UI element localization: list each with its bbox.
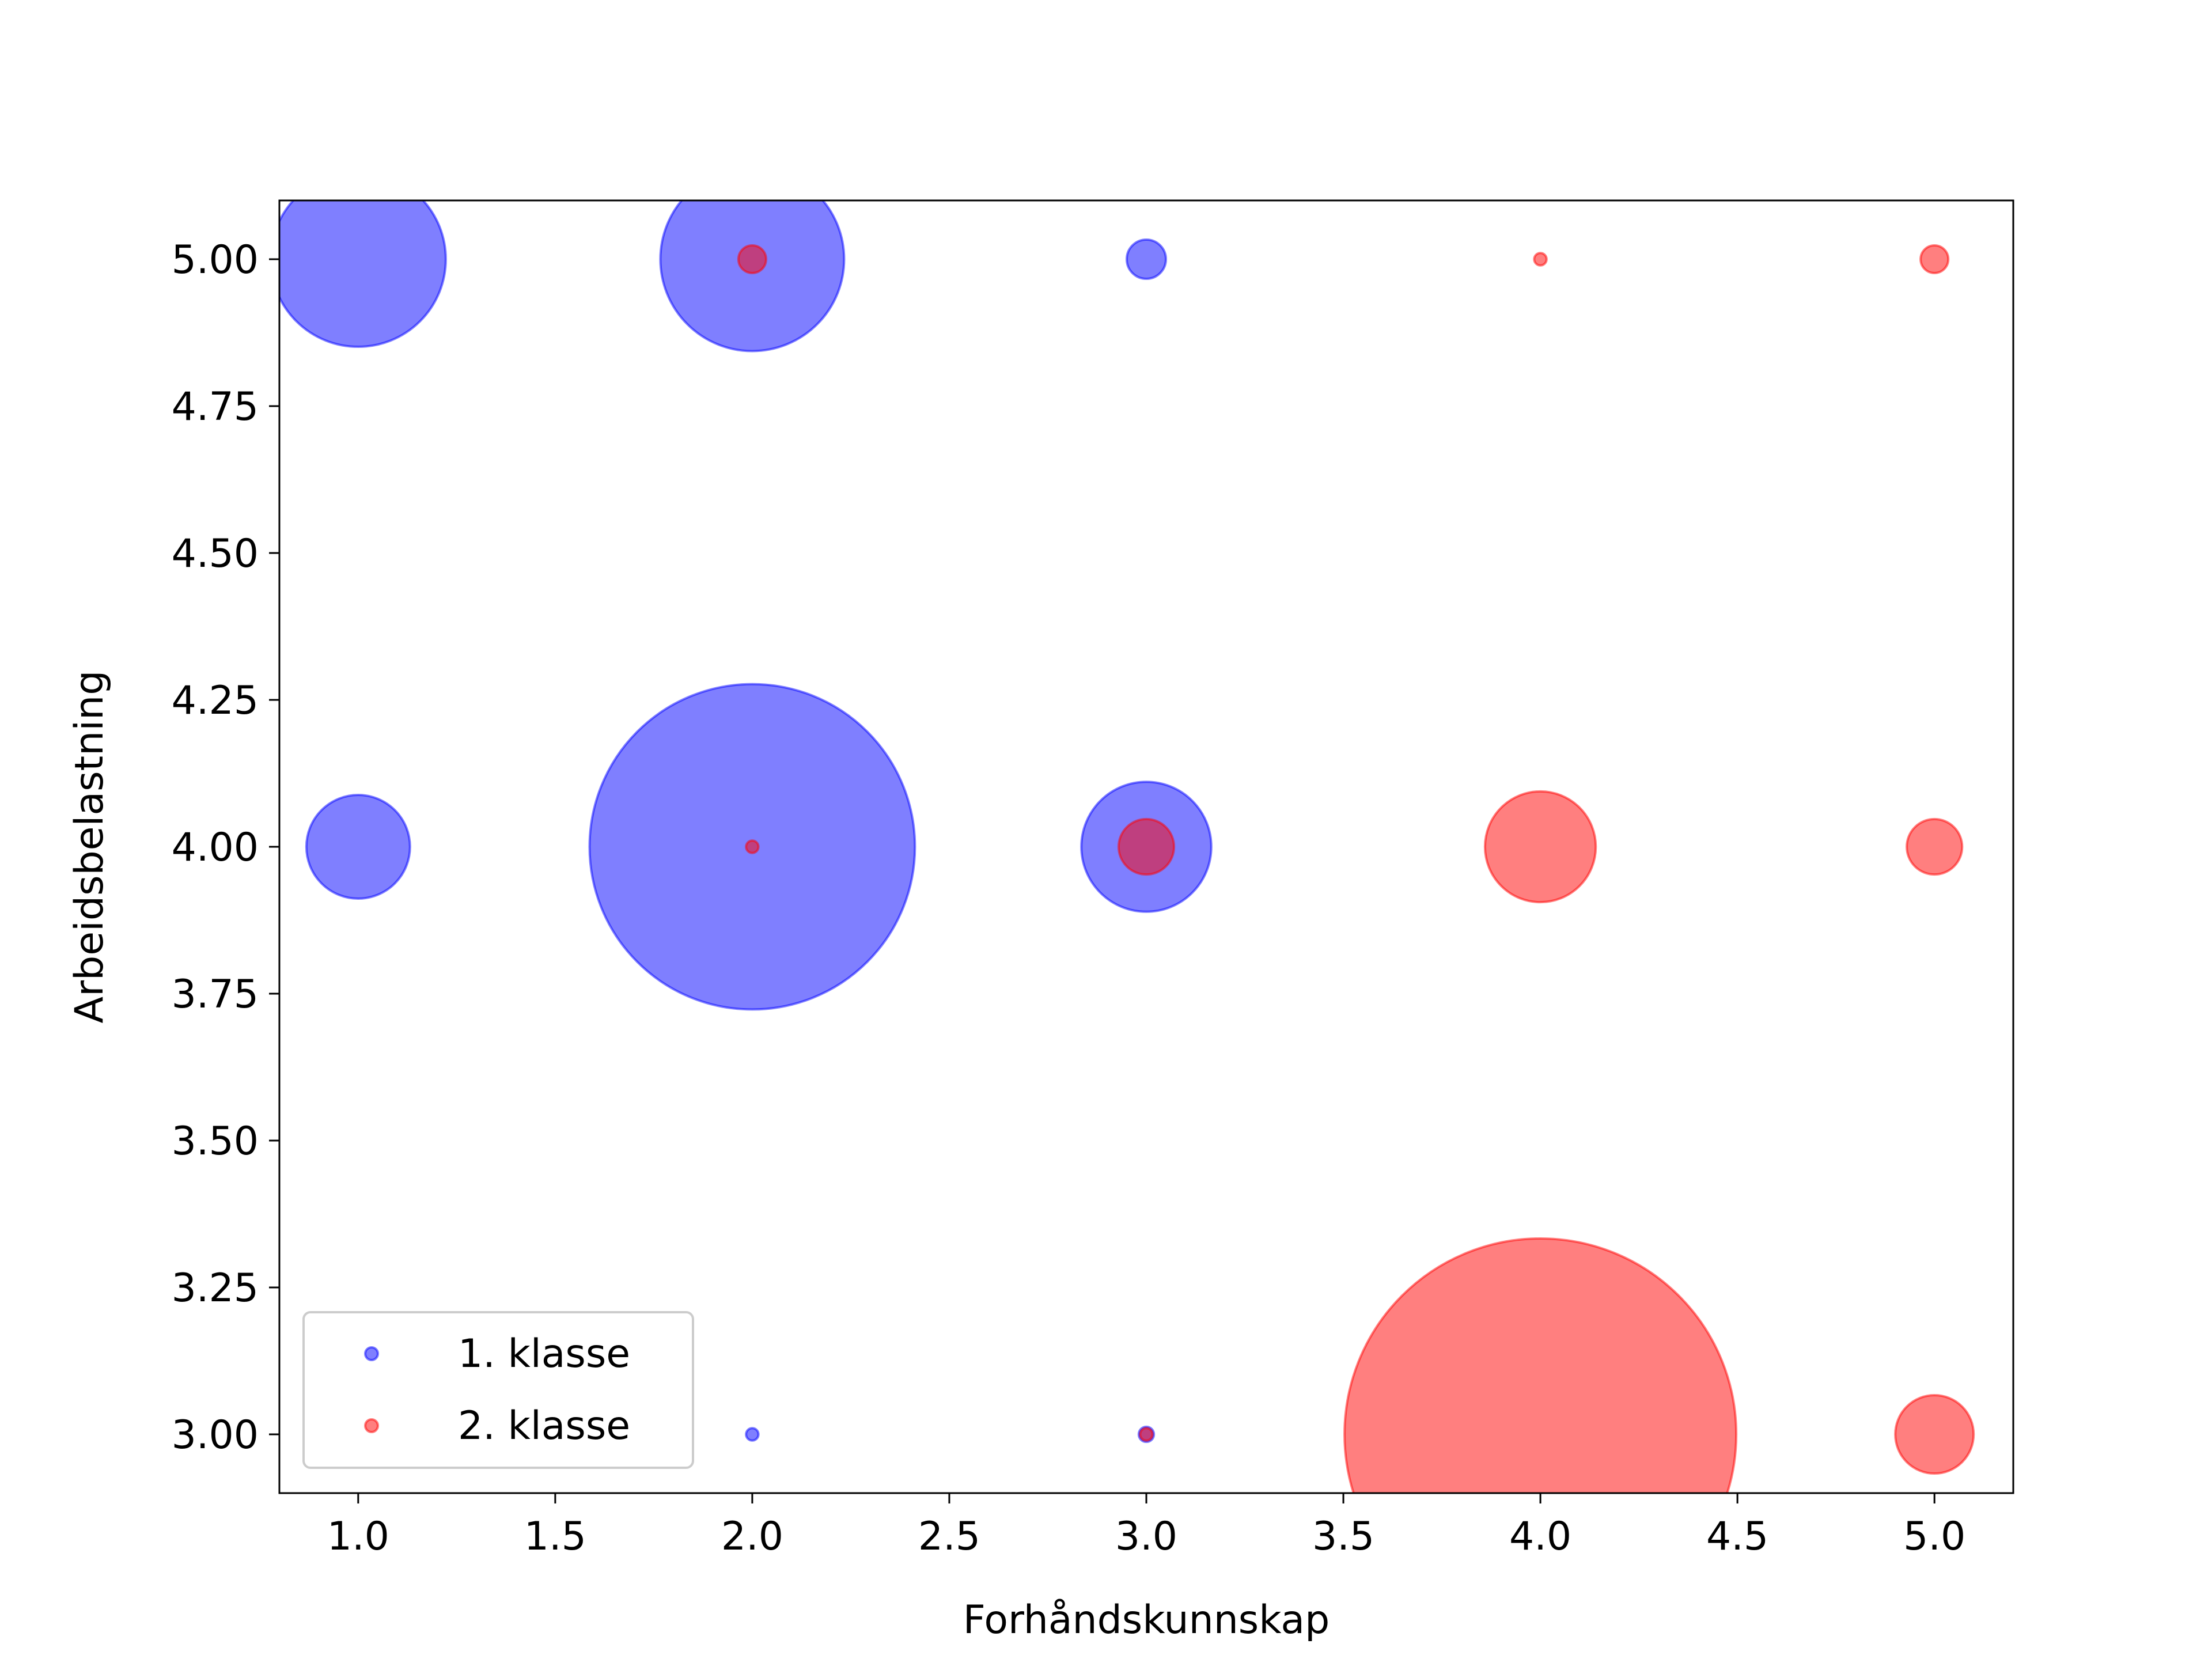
bubble-series-2-point-2 — [1533, 252, 1548, 267]
x-tick-label-7: 4.5 — [1706, 1514, 1768, 1559]
legend-marker-series-2 — [364, 1418, 379, 1433]
x-axis: 1.0 1.5 2.0 2.5 3.0 3.5 4.0 4.5 5.0 — [327, 1493, 1965, 1559]
y-tick-label-4: 4.00 — [172, 825, 259, 870]
bubble-series-1-point-7 — [745, 1427, 760, 1442]
x-tick-label-4: 3.0 — [1115, 1514, 1177, 1559]
x-tick-label-1: 1.5 — [524, 1514, 586, 1559]
bubble-series-2-point-9 — [1343, 1237, 1737, 1493]
x-axis-label: Forhåndskunnskap — [963, 1597, 1330, 1643]
bubble-series-2-point-1 — [737, 244, 767, 275]
y-tick-label-0: 3.00 — [172, 1412, 259, 1458]
y-tick-label-8: 5.00 — [172, 237, 259, 283]
y-tick-label-3: 3.75 — [172, 972, 259, 1017]
bubble-series-1-point-1 — [279, 200, 447, 349]
bubble-series-1-point-2 — [659, 200, 846, 353]
x-tick-label-5: 3.5 — [1312, 1514, 1374, 1559]
legend-marker-series-1 — [364, 1346, 379, 1361]
bubble-series-2-point-6 — [1483, 790, 1597, 904]
y-tick-label-7: 4.75 — [172, 384, 259, 430]
y-tick-label-1: 3.25 — [172, 1266, 259, 1311]
y-axis: 3.00 3.25 3.50 3.75 4.00 4.25 4.50 4.75 5.00 — [172, 237, 279, 1458]
legend-box — [302, 1311, 694, 1469]
y-tick-label-6: 4.50 — [172, 531, 259, 577]
x-tick-label-3: 2.5 — [918, 1514, 980, 1559]
bubble-series-1-point-3 — [1126, 238, 1167, 280]
bubble-layer — [279, 200, 1975, 1493]
legend-label-series-2: 2. klasse — [458, 1403, 630, 1449]
bubble-series-1-point-4 — [305, 794, 411, 900]
legend-label-series-1: 1. klasse — [458, 1331, 630, 1377]
bubble-series-2-point-8 — [1139, 1427, 1154, 1442]
bubble-series-2-point-4 — [745, 839, 760, 854]
y-tick-label-2: 3.50 — [172, 1119, 259, 1164]
x-tick-label-2: 2.0 — [721, 1514, 783, 1559]
bubble-series-2-point-5 — [1117, 817, 1176, 876]
bubble-series-2-point-3 — [1919, 244, 1950, 275]
y-tick-label-5: 4.25 — [172, 678, 259, 724]
legend: 1. klasse 2. klasse — [302, 1311, 694, 1469]
x-tick-label-0: 1.0 — [327, 1514, 389, 1559]
bubble-series-2-point-10 — [1894, 1394, 1975, 1475]
x-tick-label-6: 4.0 — [1509, 1514, 1571, 1559]
bubble-series-2-point-7 — [1906, 817, 1964, 876]
x-tick-label-8: 5.0 — [1903, 1514, 1965, 1559]
y-axis-label: Arbeidsbelastning — [67, 671, 112, 1024]
